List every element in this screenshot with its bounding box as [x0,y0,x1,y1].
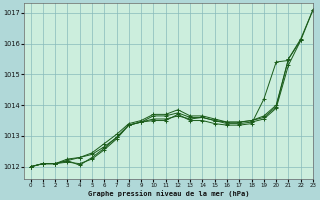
X-axis label: Graphe pression niveau de la mer (hPa): Graphe pression niveau de la mer (hPa) [88,190,250,197]
